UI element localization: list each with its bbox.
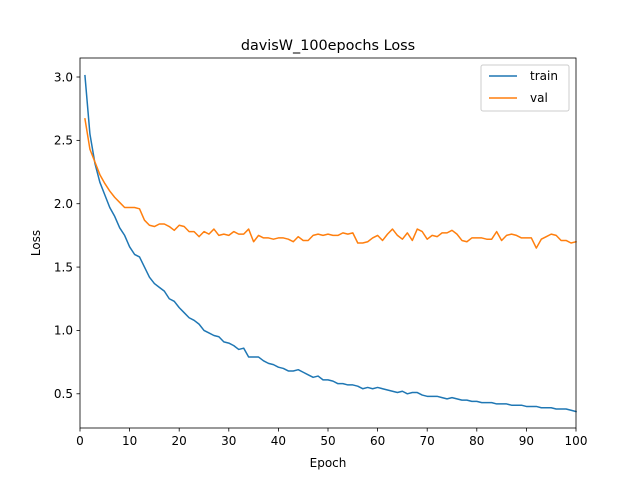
- x-tick-label: 60: [370, 434, 385, 448]
- y-tick-label: 2.0: [54, 197, 73, 211]
- y-tick-label: 1.5: [54, 260, 73, 274]
- y-tick-label: 3.0: [54, 70, 73, 84]
- y-axis: 0.5 1.0 1.5 2.0 2.5 3.0: [54, 70, 80, 401]
- x-axis: 0 10 20 30 40 50 60 70 80 90 100: [76, 428, 587, 448]
- y-tick-label: 2.5: [54, 134, 73, 148]
- y-tick-label: 0.5: [54, 387, 73, 401]
- series-layer: [84, 74, 577, 413]
- x-tick-label: 70: [420, 434, 435, 448]
- x-tick-label: 40: [271, 434, 286, 448]
- x-tick-label: 20: [172, 434, 187, 448]
- x-tick-label: 80: [469, 434, 484, 448]
- x-tick-label: 50: [320, 434, 335, 448]
- legend: train val: [480, 64, 570, 112]
- y-axis-label: Loss: [29, 230, 43, 256]
- x-tick-label: 90: [519, 434, 534, 448]
- legend-label-train: train: [530, 69, 558, 83]
- y-tick-label: 1.0: [54, 324, 73, 338]
- legend-label-val: val: [530, 91, 548, 105]
- x-axis-label: Epoch: [310, 456, 347, 470]
- series-line-val: [84, 117, 577, 249]
- series-line-train: [84, 74, 577, 413]
- plot-area: [80, 58, 576, 428]
- x-tick-label: 100: [565, 434, 588, 448]
- chart-title: davisW_100epochs Loss: [241, 38, 415, 54]
- x-tick-label: 30: [221, 434, 236, 448]
- x-tick-label: 10: [122, 434, 137, 448]
- x-tick-label: 0: [76, 434, 84, 448]
